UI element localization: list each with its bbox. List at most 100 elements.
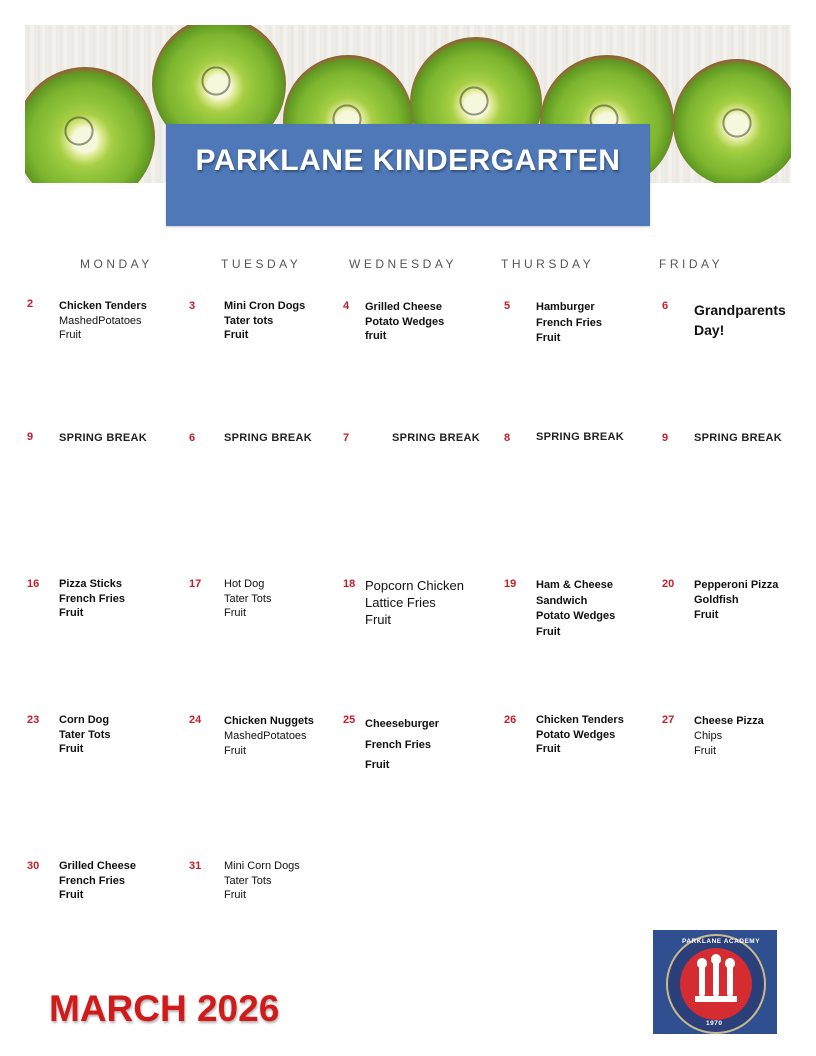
menu-cell: Grandparents Day! <box>694 300 786 340</box>
torch-icon <box>713 962 719 996</box>
menu-cell: Ham & Cheese Sandwich Potato Wedges Frui… <box>536 578 615 640</box>
menu-item: Fruit <box>536 625 561 638</box>
menu-item: Tater Tots <box>59 728 111 741</box>
torch-flame-icon <box>725 958 735 968</box>
menu-item: Fruit <box>536 332 561 344</box>
menu-cell: Popcorn Chicken Lattice Fries Fruit <box>365 577 464 628</box>
menu-cell: Corn Dog Tater Tots Fruit <box>59 713 111 757</box>
menu-item: Fruit <box>59 329 81 341</box>
menu-item: Ham & Cheese <box>536 579 614 591</box>
torch-icon <box>699 966 705 996</box>
menu-cell: Hamburger French Fries Fruit <box>536 300 602 347</box>
menu-item: Tater tots <box>224 314 274 327</box>
menu-item: Tater Tots <box>224 592 272 605</box>
date-number: 19 <box>504 578 517 590</box>
date-number: 18 <box>343 578 356 590</box>
menu-item: Grilled Cheese <box>59 860 137 872</box>
menu-item: Goldfish <box>694 594 739 606</box>
date-number: 9 <box>662 432 669 444</box>
menu-item: Chicken Tenders <box>536 714 624 726</box>
menu-cell: Grilled Cheese French Fries Fruit <box>59 859 136 903</box>
menu-cell: Mini Cron Dogs Tater tots Fruit <box>224 299 305 343</box>
day-header-friday: FRIDAY <box>659 257 724 271</box>
spring-break-label: SPRING BREAK <box>536 431 624 443</box>
date-number: 27 <box>662 714 675 726</box>
menu-item: Corn Dog <box>59 714 110 726</box>
menu-item: MashedPotatoes <box>59 314 142 327</box>
menu-item: Fruit <box>694 609 719 621</box>
month-label: MARCH 2026 <box>49 988 280 1029</box>
menu-item: fruit <box>365 330 387 342</box>
menu-item: Pepperoni Pizza <box>694 579 779 591</box>
menu-item: Hamburger <box>536 301 595 313</box>
menu-item: French Fries <box>59 874 126 887</box>
menu-item: Cheese Pizza <box>694 715 764 727</box>
spring-break-label: SPRING BREAK <box>392 432 480 444</box>
date-number: 31 <box>189 860 202 872</box>
menu-item: Potato Wedges <box>365 315 445 328</box>
menu-cell: Grilled Cheese Potato Wedges fruit <box>365 300 444 344</box>
menu-item: Fruit <box>365 759 390 771</box>
seal-year: 1970 <box>706 1020 723 1027</box>
menu-item: Grandparents <box>694 302 786 318</box>
day-header-wednesday: WEDNESDAY <box>349 257 457 271</box>
torch-flame-icon <box>697 958 707 968</box>
date-number: 26 <box>504 714 517 726</box>
menu-item: MashedPotatoes <box>224 730 307 742</box>
date-number: 9 <box>27 431 34 443</box>
menu-item: Fruit <box>224 889 246 901</box>
menu-cell: Pepperoni Pizza Goldfish Fruit <box>694 578 778 623</box>
menu-item: Hot Dog <box>224 578 265 590</box>
seal-ring: PARKLANE ACADEMY 1970 <box>666 934 766 1034</box>
date-number: 4 <box>343 300 350 312</box>
date-number: 17 <box>189 578 202 590</box>
menu-item: Sandwich <box>536 594 588 607</box>
torch-flame-icon <box>711 954 721 964</box>
date-number: 2 <box>27 298 34 310</box>
kiwi-slice-icon <box>673 59 791 183</box>
spring-break-label: SPRING BREAK <box>224 432 312 444</box>
date-number: 24 <box>189 714 202 726</box>
menu-cell: Mini Corn Dogs Tater Tots Fruit <box>224 859 300 903</box>
menu-cell: Cheeseburger French Fries Fruit <box>365 714 439 776</box>
day-header-thursday: THURSDAY <box>501 257 595 271</box>
kiwi-slice-icon <box>25 67 155 183</box>
menu-item: Fruit <box>224 329 249 341</box>
page-title: PARKLANE KINDERGARTEN <box>195 144 621 177</box>
menu-item: Fruit <box>59 607 84 619</box>
menu-item: French Fries <box>59 592 126 605</box>
menu-item: French Fries <box>365 738 432 751</box>
menu-item: Chips <box>694 730 723 742</box>
menu-item: Tater Tots <box>224 874 272 887</box>
menu-item: Chicken Tenders <box>59 300 147 312</box>
date-number: 8 <box>504 432 511 444</box>
menu-cell: Chicken Tenders Potato Wedges Fruit <box>536 713 624 757</box>
date-number: 7 <box>343 432 350 444</box>
seal-center <box>680 948 752 1020</box>
menu-item: Fruit <box>694 745 716 757</box>
menu-cell: Chicken Tenders MashedPotatoes Fruit <box>59 299 147 343</box>
spring-break-label: SPRING BREAK <box>694 432 782 444</box>
menu-item: Fruit <box>224 745 246 757</box>
day-header-monday: MONDAY <box>80 257 153 271</box>
menu-item: Fruit <box>59 743 84 755</box>
menu-item: Potato Wedges <box>536 728 616 741</box>
menu-cell: Cheese Pizza Chips Fruit <box>694 714 764 759</box>
menu-item: Fruit <box>536 743 561 755</box>
date-number: 20 <box>662 578 675 590</box>
menu-item: Chicken Nuggets <box>224 715 314 727</box>
date-number: 30 <box>27 860 40 872</box>
menu-item: Day! <box>694 322 725 338</box>
menu-item: Grilled Cheese <box>365 301 443 313</box>
date-number: 25 <box>343 714 356 726</box>
menu-cell: Chicken Nuggets MashedPotatoes Fruit <box>224 714 314 759</box>
menu-item: Mini Corn Dogs <box>224 860 300 872</box>
seal-name: PARKLANE ACADEMY <box>682 938 761 945</box>
menu-item: Lattice Fries <box>365 595 436 610</box>
menu-item: Potato Wedges <box>536 610 616 622</box>
menu-item: Fruit <box>365 612 391 627</box>
menu-item: Popcorn Chicken <box>365 578 464 593</box>
date-number: 16 <box>27 578 40 590</box>
school-logo: PARKLANE ACADEMY 1970 <box>653 930 777 1034</box>
torch-base <box>695 996 737 1002</box>
